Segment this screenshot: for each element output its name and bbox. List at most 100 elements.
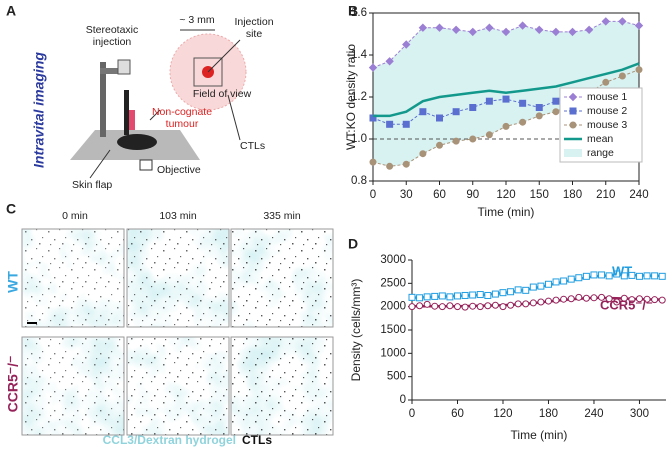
marker [620, 294, 628, 302]
marker [551, 27, 561, 37]
marker [658, 296, 666, 304]
label: Non-cognate tumour [152, 106, 212, 130]
y-tick-label: 1000 [380, 347, 406, 359]
marker [419, 108, 427, 116]
y-tick-label: 1.2 [351, 91, 367, 103]
marker [537, 282, 545, 290]
legend-label: mean [587, 133, 613, 145]
x-tick-label: 0 [370, 189, 376, 201]
y-tick-label: 2500 [380, 277, 406, 289]
marker [567, 275, 575, 283]
x-axis-label: Time (min) [511, 428, 568, 442]
label: Field of view [193, 88, 252, 100]
injector [117, 59, 131, 75]
legend-label: mouse 2 [587, 105, 627, 117]
y-tick-label: 0 [400, 394, 406, 406]
x-axis-label: Time (min) [478, 205, 535, 219]
marker [423, 300, 431, 308]
charts: 0.8 1.0 1.2 1.4 1.6 0 30 60 90 120 150 180 210 240 Tim… [344, 7, 666, 442]
panel-label: C [6, 201, 16, 217]
marker [613, 270, 621, 278]
marker [385, 57, 394, 66]
column-label: 0 min [62, 210, 88, 222]
marker [438, 303, 446, 311]
legend-marker [569, 121, 577, 129]
marker [598, 293, 606, 301]
label: CTLs [240, 140, 265, 152]
marker [469, 104, 477, 111]
legend-label: range [587, 147, 614, 159]
pointer [227, 94, 241, 141]
diagram-title: Intravital imaging [31, 52, 47, 168]
panel-label: D [348, 236, 358, 252]
marker [522, 286, 530, 294]
marker [635, 295, 643, 303]
marker [601, 17, 610, 26]
marker [613, 298, 621, 306]
marker [618, 72, 626, 80]
marker [590, 294, 598, 302]
marker [419, 150, 427, 158]
y-tick-label: 500 [387, 371, 406, 383]
y-tick-label: 3000 [380, 254, 406, 266]
caption: CTLs [242, 433, 272, 447]
marker [408, 303, 416, 311]
marker [502, 122, 510, 130]
marker [643, 272, 651, 280]
marker [453, 292, 461, 300]
marker [431, 302, 439, 310]
marker [491, 301, 499, 309]
marker [446, 302, 454, 310]
panel-label: A [6, 3, 16, 19]
marker [451, 25, 461, 35]
pointer [89, 149, 111, 179]
marker [452, 108, 460, 116]
x-tick-label: 30 [400, 189, 413, 201]
rod [124, 90, 129, 135]
series-label: WT [612, 263, 632, 278]
micrograph-frame [21, 228, 125, 328]
marker [535, 104, 543, 111]
row-label: CCR5⁻/⁻ [5, 356, 21, 413]
marker [544, 297, 552, 305]
micrograph-cells [231, 229, 333, 327]
marker [605, 295, 613, 303]
marker [484, 302, 492, 310]
marker [469, 291, 477, 299]
y-tick-label: 1.4 [351, 49, 368, 61]
x-tick-label: 0 [409, 408, 415, 420]
marker [598, 271, 606, 279]
marker [560, 277, 568, 285]
micrograph-frame [230, 336, 334, 436]
marker [582, 272, 590, 280]
marker [484, 291, 492, 299]
marker [634, 21, 644, 30]
marker [575, 274, 583, 282]
marker [518, 21, 527, 30]
marker [446, 293, 454, 301]
label: Skin flap [72, 179, 112, 191]
marker [602, 78, 610, 86]
marker [635, 272, 643, 280]
stand [100, 62, 106, 137]
marker [402, 40, 411, 49]
marker [423, 293, 431, 301]
marker [620, 272, 628, 280]
x-tick-label: 60 [451, 408, 464, 420]
micrograph-cells [22, 337, 124, 435]
fit-line [412, 296, 663, 308]
y-axis-label: Density (cells/mm³) [349, 279, 363, 382]
pointer [207, 39, 241, 73]
panel-labels: A B C D [6, 3, 358, 252]
marker [529, 299, 537, 307]
marker [537, 298, 545, 306]
marker [461, 291, 469, 299]
field-of-view [193, 57, 223, 87]
marker [416, 302, 424, 310]
marker [386, 120, 394, 128]
marker [502, 95, 510, 103]
x-tick-label: 240 [629, 189, 648, 201]
marker [514, 300, 522, 308]
marker [618, 17, 627, 26]
